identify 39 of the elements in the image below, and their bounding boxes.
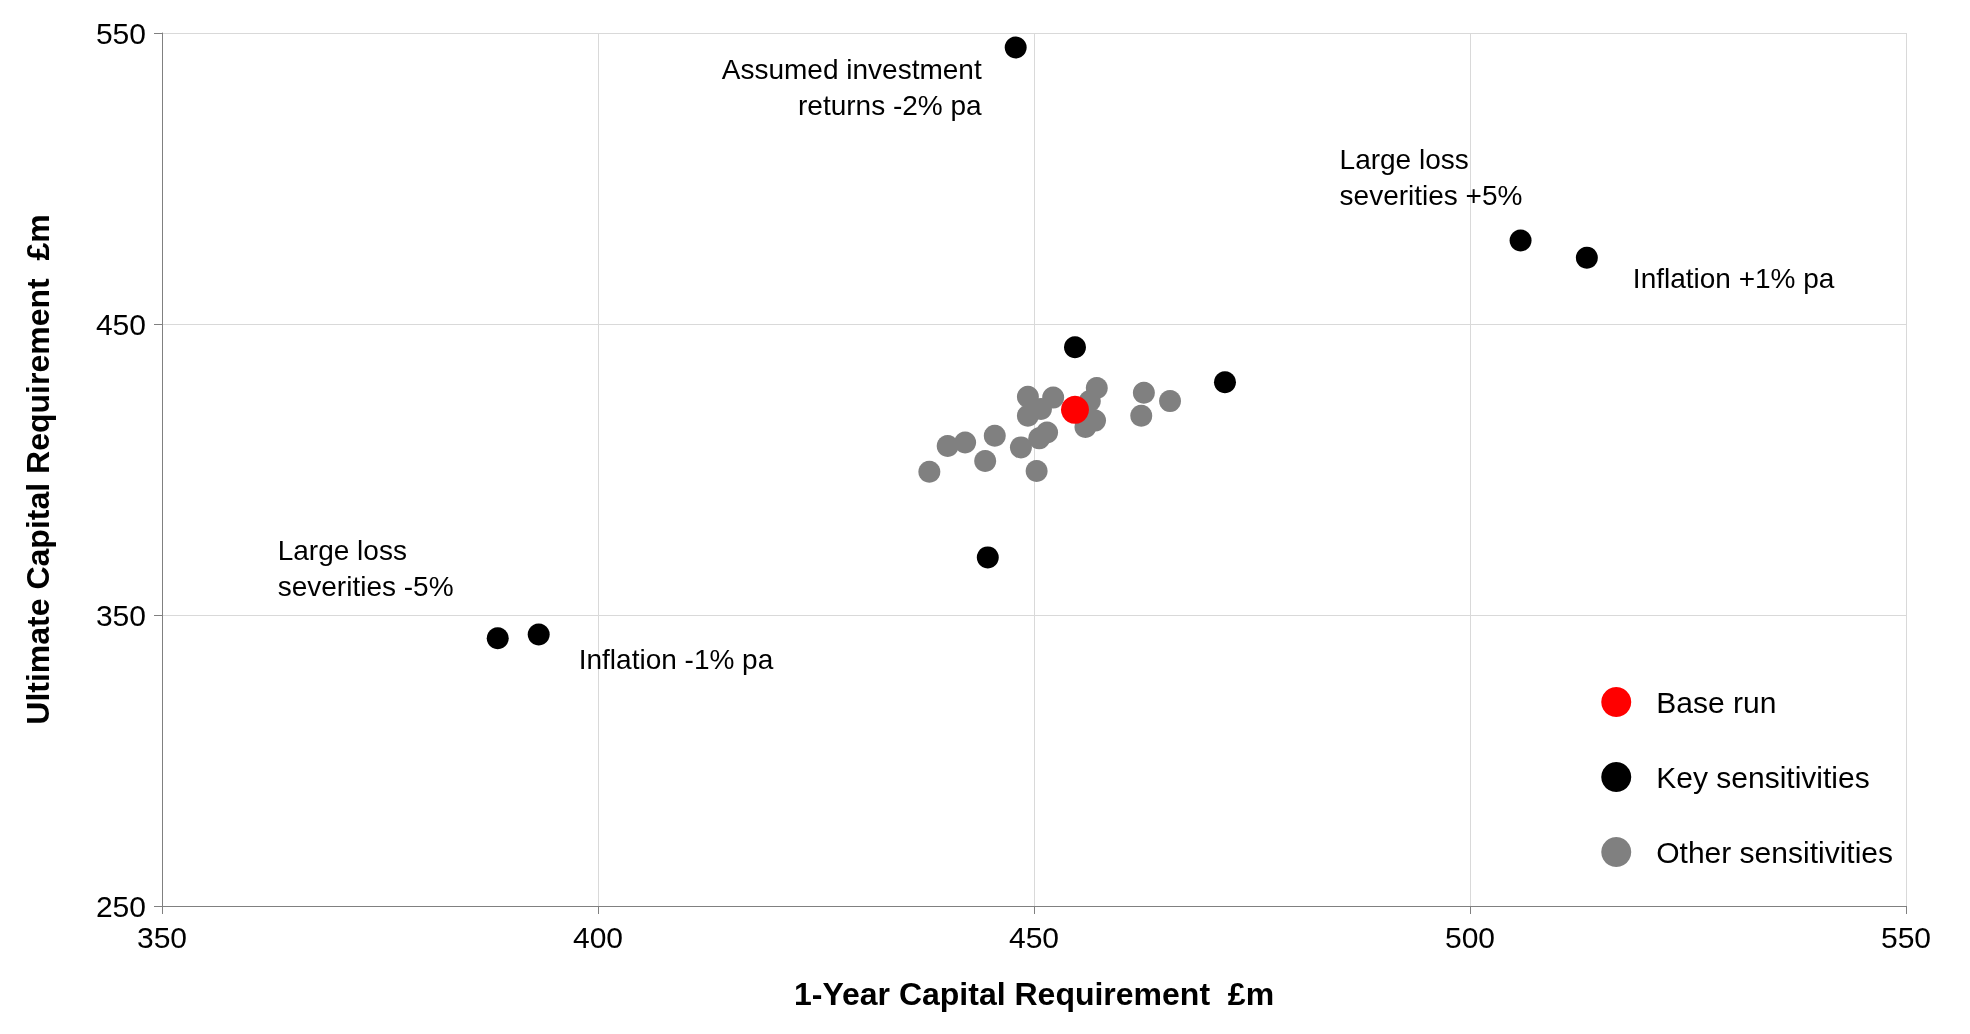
annotation: Large loss severities +5% [1339, 143, 1523, 211]
annotation: Inflation +1% pa [1632, 263, 1835, 295]
point [1061, 395, 1089, 424]
point [1036, 421, 1059, 444]
point [1509, 229, 1532, 252]
x-tick-label: 500 [1444, 920, 1496, 954]
annotation: Inflation -1% pa [578, 644, 774, 675]
annotation: Assumed investment returns -2% pa [721, 54, 983, 122]
y-tick-label: 250 [95, 889, 146, 923]
point [976, 546, 999, 569]
x-tick-label: 450 [1008, 920, 1060, 954]
y-axis-title: Ultimate Capital Requirement £m [20, 214, 56, 725]
point [1130, 404, 1153, 427]
point [1213, 371, 1236, 394]
point [974, 450, 997, 473]
point [983, 424, 1006, 447]
point [1042, 386, 1065, 409]
legend-label: Base run [1656, 685, 1777, 719]
x-tick-label: 550 [1880, 920, 1932, 954]
point [1132, 381, 1155, 404]
y-tick-label: 550 [95, 16, 146, 50]
x-axis-title: 1-Year Capital Requirement £m [793, 976, 1275, 1012]
annotation: Large loss severities -5% [277, 534, 454, 602]
point [918, 460, 941, 483]
point [1159, 390, 1182, 413]
point [1025, 459, 1048, 482]
point [1064, 336, 1086, 359]
x-tick-label: 400 [572, 920, 624, 954]
legend-label: Key sensitivities [1656, 760, 1870, 794]
point [527, 623, 550, 646]
legend-label: Other sensitivities [1656, 835, 1893, 869]
point [954, 431, 977, 454]
point [1009, 436, 1032, 459]
x-tick-label: 350 [136, 920, 188, 954]
point [1575, 246, 1598, 269]
y-tick-label: 350 [95, 598, 146, 632]
y-tick-label: 450 [95, 307, 146, 341]
point [486, 627, 509, 650]
point [1004, 36, 1027, 59]
